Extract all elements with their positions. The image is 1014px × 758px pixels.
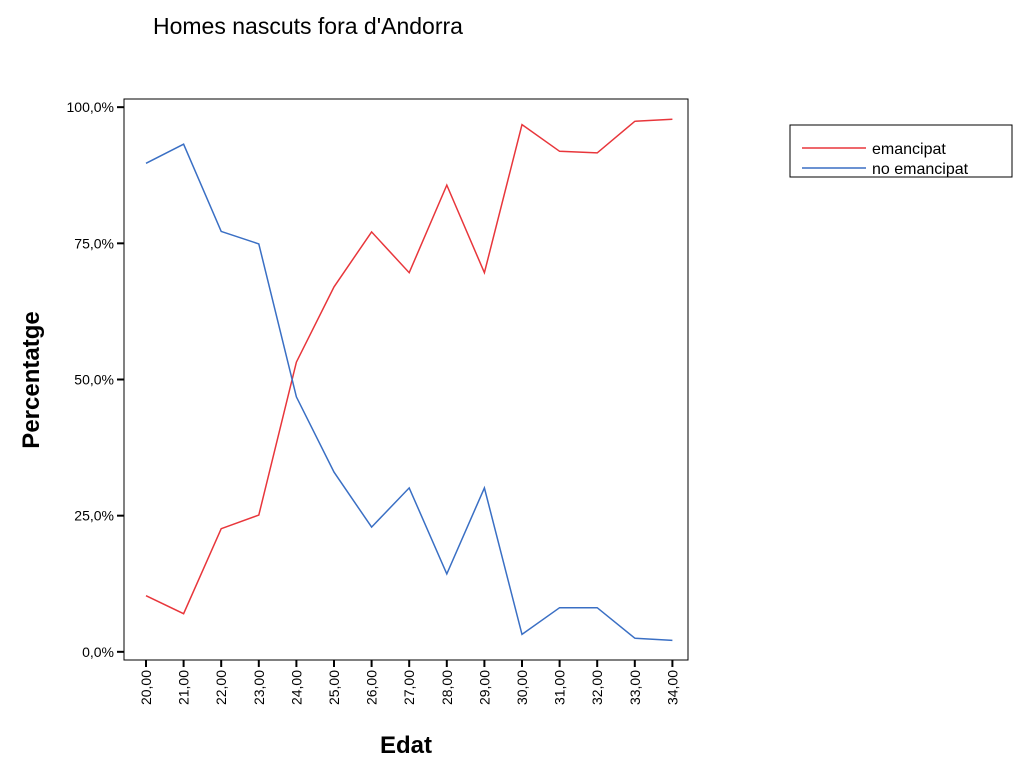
x-axis: 20,00 21,00 22,00 23,00 24,00 25,00 26,00 27,00…: [138, 660, 680, 705]
x-tick-label: 34,00: [664, 670, 680, 705]
series-line-no-emancipat: [145, 143, 673, 642]
x-tick-label: 31,00: [552, 670, 568, 705]
x-tick-label: 24,00: [288, 670, 304, 705]
legend-label-0: emancipat: [872, 141, 946, 158]
series-line-emancipat: [145, 118, 673, 615]
x-axis-title: Edat: [380, 732, 432, 758]
plot-frame: [123, 98, 689, 661]
x-tick-label: 22,00: [213, 670, 229, 705]
x-tick-label: 32,00: [589, 670, 605, 705]
y-tick-label: 0,0%: [82, 644, 114, 660]
series-layer: [145, 118, 673, 642]
x-tick-label: 26,00: [364, 670, 380, 705]
x-tick-label: 29,00: [476, 670, 492, 705]
x-tick-label: 20,00: [138, 670, 154, 705]
legend-label-1: no emancipat: [872, 161, 969, 178]
x-tick-label: 23,00: [251, 670, 267, 705]
chart-title: Homes nascuts fora d'Andorra: [153, 13, 463, 39]
y-tick-label: 100,0%: [67, 99, 114, 115]
y-tick-label: 50,0%: [74, 372, 114, 388]
y-tick-label: 25,0%: [74, 508, 114, 524]
y-axis: 0,0% 25,0% 50,0% 75,0% 100,0%: [67, 99, 124, 660]
x-tick-label: 33,00: [627, 670, 643, 705]
x-tick-label: 25,00: [326, 670, 342, 705]
x-tick-label: 21,00: [176, 670, 192, 705]
y-axis-title: Percentatge: [18, 311, 45, 448]
y-tick-label: 75,0%: [74, 235, 114, 251]
legend: emancipat no emancipat: [789, 124, 1013, 178]
x-tick-label: 27,00: [401, 670, 417, 705]
x-tick-label: 30,00: [514, 670, 530, 705]
x-tick-label: 28,00: [439, 670, 455, 705]
